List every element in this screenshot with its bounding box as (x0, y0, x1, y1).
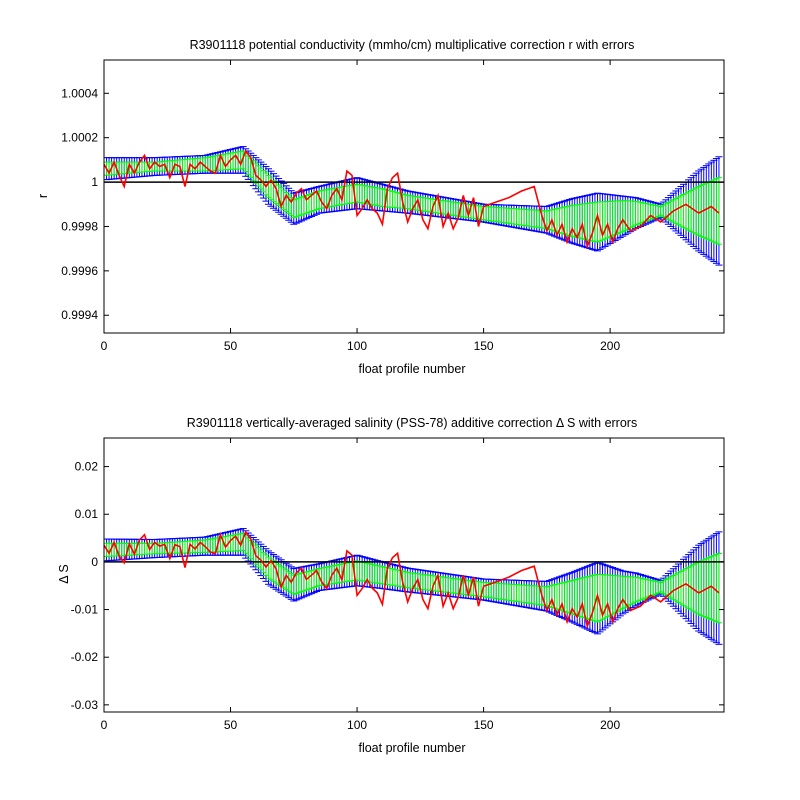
plot-area: 0 50 100 150 200 0.9994 0.9996 0.9998 1 1.0002 1.0… (61, 59, 725, 353)
y-tick-label: 0.9998 (61, 219, 98, 233)
y-tick-label: 1.0004 (61, 86, 98, 100)
x-tick-label: 150 (474, 339, 494, 353)
x-axis-label: float profile number (358, 741, 465, 755)
y-tick-label: 0.02 (75, 460, 99, 474)
y-tick-label: -0.03 (71, 698, 99, 712)
plot-marks (104, 146, 724, 266)
plot-area: 0 50 100 150 200 -0.03 -0.02 -0.01 0 0.01 0.02 (71, 437, 725, 732)
x-tick-label: 0 (101, 718, 108, 732)
y-tick-label: 1.0002 (61, 131, 98, 145)
y-tick-label: -0.01 (71, 603, 99, 617)
axes-frame (103, 59, 725, 334)
x-tick-label: 150 (474, 718, 494, 732)
plot-marks (104, 528, 724, 645)
y-axis-label: r (36, 194, 50, 198)
x-tick-label: 50 (224, 718, 238, 732)
y-tick-label: 0.01 (75, 507, 99, 521)
x-tick-label: 100 (347, 718, 367, 732)
x-tick-label: 50 (224, 339, 238, 353)
chart-panel-salinity: R3901118 vertically-averaged salinity (P… (57, 416, 725, 755)
x-tick-label: 200 (600, 339, 620, 353)
y-tick-label: 0.9994 (61, 308, 98, 322)
axes-frame (103, 437, 725, 713)
fit-series-line (104, 149, 720, 250)
x-tick-label: 0 (101, 339, 108, 353)
fit-series-line (104, 530, 720, 629)
y-tick-label: 1 (91, 175, 98, 189)
x-axis-label: float profile number (358, 362, 465, 376)
chart-panel-conductivity: R3901118 potential conductivity (mmho/cm… (36, 38, 725, 376)
y-tick-label: 0 (91, 555, 98, 569)
y-tick-label: 0.9996 (61, 264, 98, 278)
chart-title: R3901118 potential conductivity (mmho/cm… (190, 38, 635, 52)
x-tick-label: 100 (347, 339, 367, 353)
x-tick-label: 200 (600, 718, 620, 732)
y-tick-label: -0.02 (71, 650, 99, 664)
chart-title: R3901118 vertically-averaged salinity (P… (187, 416, 637, 430)
y-axis-label: Δ S (57, 564, 71, 583)
